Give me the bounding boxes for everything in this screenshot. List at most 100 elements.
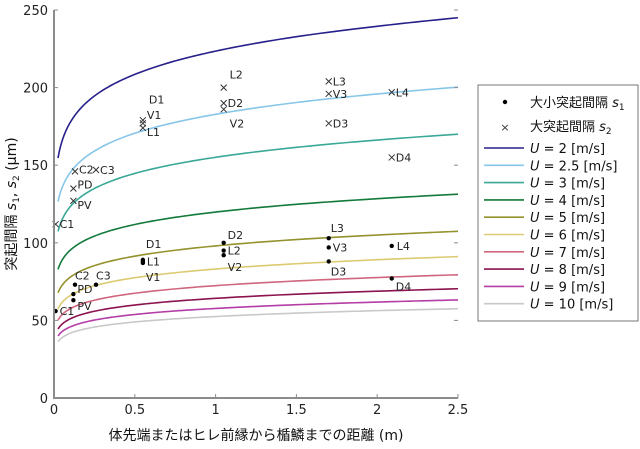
s1-point-L2 [221, 248, 226, 253]
legend: 大小突起間隔 s1 × 大突起間隔 s2 U = 2 [m/s]U = 2.5 … [477, 84, 639, 322]
cross-marker [325, 119, 333, 127]
s1-point-label: C2 [75, 270, 90, 283]
s1-point-D3 [326, 259, 331, 264]
series-line-u-10 [57, 307, 459, 343]
legend-u-var: U [530, 177, 540, 192]
x-tick-label: 1.5 [286, 403, 307, 418]
series-line-u-4 [57, 193, 459, 270]
s2-point-D4 [388, 154, 396, 161]
legend-cross-marker: × [500, 121, 509, 134]
cross-marker [388, 88, 396, 96]
s2-point-label: C3 [100, 164, 115, 177]
legend-entry-s2: 大突起間隔 s2 [530, 119, 612, 137]
s2-point-label: D3 [333, 117, 348, 130]
legend-entry-u-8: U = 8 [m/s] [530, 263, 605, 278]
legend-u-var: U [530, 229, 540, 244]
x-tick-label: 2 [373, 403, 381, 418]
cross-marker [139, 124, 147, 132]
legend-entry-u-9: U = 9 [m/s] [530, 280, 605, 295]
cross-marker [388, 154, 396, 161]
s2-point-PD [70, 185, 77, 192]
s2-point-label: V2 [230, 117, 245, 130]
y-label-s2-sub: 2 [12, 175, 22, 181]
s1-point-label: L2 [228, 245, 241, 258]
y-label-s1-sub: 1 [12, 197, 22, 203]
s2-point-PV [70, 197, 77, 205]
s2-point-label: PV [77, 199, 92, 212]
x-tick-label: 0.5 [124, 403, 145, 418]
legend-box [477, 84, 639, 322]
s1-point-D2 [221, 240, 226, 245]
legend-entry-u-6: U = 6 [m/s] [530, 229, 605, 244]
series-line-u-3 [57, 133, 459, 232]
s2-point-D2 [220, 99, 228, 107]
s2-point-label: D2 [228, 97, 243, 110]
s2-point-label: L2 [230, 69, 243, 82]
s2-point-L3 [325, 78, 333, 85]
legend-u-var: U [530, 142, 540, 157]
s2-point-L2 [220, 84, 228, 91]
s2-point-D3 [325, 119, 333, 127]
s1-point-C2 [72, 282, 78, 287]
cross-marker [220, 105, 228, 113]
s1-point-label: PD [77, 283, 92, 296]
x-tick-label: 2.5 [448, 403, 469, 418]
s2-point-V1 [139, 116, 147, 124]
s2-point-label: L4 [396, 86, 409, 99]
s1-point-label: V2 [228, 261, 243, 274]
s1-point-D4 [389, 276, 394, 281]
s2-point-L1 [139, 124, 147, 132]
legend-u-var: U [530, 159, 540, 174]
legend-entry-u-10: U = 10 [m/s] [530, 298, 613, 313]
s2-point-label: L3 [333, 75, 346, 88]
cross-marker [71, 168, 79, 175]
s2-point-label: C1 [60, 218, 75, 231]
s1-point-V3 [326, 245, 331, 250]
legend-u-value: = 7 [m/s] [540, 246, 606, 261]
legend-u-var: U [530, 194, 540, 209]
legend-s1-var: s [612, 96, 619, 111]
y-label-unit: (μm) [4, 137, 20, 175]
legend-u-var: U [530, 298, 540, 313]
s2-point-L4 [388, 88, 396, 96]
s1-point-PD [71, 291, 76, 297]
s1-point-L3 [326, 235, 331, 241]
y-tick-label: 200 [23, 82, 48, 97]
legend-s2-sub: 2 [606, 127, 612, 137]
y-label-s2: s [4, 181, 20, 188]
s1-point-L4 [389, 243, 394, 249]
s2-point-label: PD [77, 178, 92, 191]
s1-point-label: D3 [331, 265, 346, 278]
y-tick-label: 50 [31, 314, 48, 329]
s1-point-label: C1 [60, 305, 75, 318]
series-line-u-2 [57, 16, 459, 159]
x-tick-label: 1 [211, 403, 219, 418]
legend-u-var: U [530, 246, 540, 261]
legend-entry-u-2.5: U = 2.5 [m/s] [530, 159, 617, 174]
s1-point-label: PV [77, 300, 92, 313]
cross-marker [325, 90, 333, 98]
legend-u-value: = 4 [m/s] [540, 194, 606, 209]
legend-s1-text: 大小突起間隔 [530, 95, 612, 111]
axes: 0 0.5 1 1.5 2 2.5 0 50 100 150 200 250 [23, 4, 468, 418]
s1-point-label: D4 [396, 280, 411, 293]
curves [57, 16, 459, 343]
legend-u-var: U [530, 280, 540, 295]
s1-point-label: L1 [147, 255, 160, 268]
y-tick-label: 150 [23, 159, 48, 174]
s1-point-PV [71, 298, 76, 303]
series-line-u-6 [57, 255, 459, 310]
series-line-u-2.5 [57, 86, 459, 202]
legend-entry-u-7: U = 7 [m/s] [530, 246, 605, 261]
s1-point-label: L3 [331, 222, 344, 235]
s2-point-C3 [92, 166, 100, 174]
legend-entry-u-4: U = 4 [m/s] [530, 194, 605, 209]
legend-u-value: = 5 [m/s] [540, 211, 606, 226]
s1-point-label: C3 [96, 270, 111, 283]
s1-point-V2 [221, 253, 226, 258]
y-tick-label: 0 [40, 392, 48, 407]
series-line-u-9 [57, 299, 459, 337]
legend-s2-text: 大突起間隔 [530, 119, 599, 135]
series-line-u-5 [57, 230, 459, 294]
